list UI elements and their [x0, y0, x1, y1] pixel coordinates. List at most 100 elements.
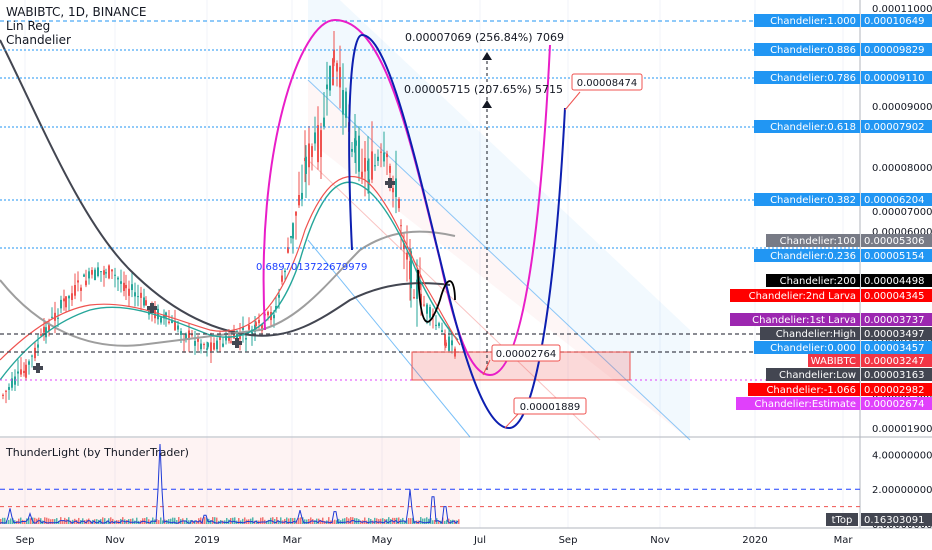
sub-line: [0, 443, 459, 525]
level-tag: Chandelier:-1.066 0.00002982: [748, 383, 932, 396]
sub-bar: [448, 518, 450, 524]
candle-body: [111, 269, 113, 272]
level-tag-label: Chandelier:0.000: [770, 343, 856, 354]
level-tag-value: 0.00009110: [864, 73, 924, 84]
sub-bar: [426, 517, 428, 524]
candle-body: [323, 117, 325, 127]
drawings: [262, 18, 581, 430]
candle-body: [65, 296, 67, 308]
price-tick: 0.00008000: [872, 163, 932, 174]
level-tag-label-bg: [808, 354, 860, 367]
sub-bar: [160, 517, 162, 524]
candle-body: [213, 342, 215, 350]
time-tick: Mar: [283, 535, 303, 546]
candle-body: [23, 370, 25, 373]
level-tag-value: 0.00003457: [864, 343, 924, 354]
sub-bar: [214, 517, 216, 524]
sub-bar: [336, 520, 338, 524]
level-tag-value-bg: [861, 341, 932, 354]
pointer-entry: [482, 359, 491, 376]
candle-body: [77, 280, 79, 283]
level-tag-label: Chandelier:0.886: [770, 45, 856, 56]
candle-body: [395, 178, 397, 197]
candle-body: [28, 361, 30, 365]
candle-body: [45, 327, 47, 338]
level-tag-label: Chandelier:0.236: [770, 251, 856, 262]
level-tag-label: Chandelier:Estimate: [755, 399, 856, 410]
candle-body: [317, 125, 319, 163]
sub-bar: [432, 520, 434, 524]
level-tag-label-bg: [766, 368, 860, 381]
candle-body: [20, 369, 22, 375]
candle-body: [261, 324, 263, 332]
candle-body: [406, 252, 408, 260]
candle-body: [333, 49, 335, 63]
candle-body: [171, 320, 173, 323]
level-tag-value-bg: [861, 368, 932, 381]
candle-body: [207, 343, 209, 347]
level-tag-value: 0.00010649: [864, 16, 924, 27]
sub-bar: [2, 517, 4, 524]
sub-bar: [170, 518, 172, 524]
candle-body: [177, 325, 179, 330]
level-tag-value: 0.00006204: [864, 195, 924, 206]
sub-bar: [56, 518, 58, 524]
sub-bar: [292, 518, 294, 524]
time-axis[interactable]: Sep Nov 2019 Mar May Jul Sep Nov 2020 Mar: [16, 535, 854, 546]
level-tag-label-bg: [760, 327, 860, 340]
level-tag: Chandelier:0.382 0.00006204: [754, 193, 932, 206]
candle-body: [248, 325, 250, 330]
candle-body: [230, 341, 232, 343]
sub-bar: [434, 519, 436, 524]
level-tag-value-bg: [861, 193, 932, 206]
level-tag-label-bg: [754, 14, 860, 27]
candle-body: [398, 199, 400, 209]
level-tag-label: Chandelier:0.618: [770, 122, 856, 133]
sub-bar: [226, 517, 228, 524]
low-box: 0.00001889: [513, 397, 587, 415]
candle-body: [380, 151, 382, 153]
level-tag-value-bg: [861, 383, 932, 396]
candle-body: [219, 335, 221, 341]
candle-body: [273, 314, 275, 319]
sub-bar: [96, 519, 98, 524]
sub-bar: [438, 520, 440, 524]
candle-body: [163, 314, 165, 319]
candle-body: [134, 292, 136, 297]
candle-body: [203, 344, 205, 346]
entry-box-text: 0.00002764: [496, 349, 556, 360]
level-tag-value-bg: [861, 120, 932, 133]
level-tag-value: 0.00003497: [864, 329, 924, 340]
sub-bar: [294, 517, 296, 524]
sub-bar: [446, 519, 448, 524]
ttop-label: tTop: [832, 515, 853, 526]
candle-body: [413, 297, 415, 299]
time-tick: May: [372, 535, 393, 546]
sub-bar: [46, 517, 48, 524]
level-tag-label-bg: [754, 249, 860, 262]
candle-body: [2, 394, 4, 396]
channel-fill: [308, 0, 690, 440]
sub-panel-title: ThunderLight (by ThunderTrader): [6, 446, 189, 459]
price-axis[interactable]: 0.000110000.000100000.000090000.00008000…: [730, 4, 932, 531]
sub-bar: [346, 517, 348, 524]
candle-body: [284, 270, 286, 273]
sub-bar: [78, 517, 80, 524]
ma-fast: [0, 181, 459, 381]
sub-bar: [290, 517, 292, 524]
level-tag-value-bg: [861, 274, 932, 287]
annotations: 0.00007069 (256.84%) 7069 0.00005715 (207…: [256, 31, 643, 415]
candle-body: [290, 235, 292, 238]
level-tag-value: 0.00005306: [864, 236, 924, 247]
level-tag: Chandelier:200 0.00004498: [766, 274, 932, 287]
sub-bar: [300, 517, 302, 524]
sub-bar: [406, 519, 408, 524]
candle-body: [389, 165, 391, 173]
candle-body: [445, 342, 447, 346]
sub-bar: [10, 518, 12, 524]
level-tag-label: Chandelier:200: [780, 276, 856, 287]
sub-bar: [242, 518, 244, 524]
candle-body: [117, 277, 119, 280]
sub-bar: [444, 520, 446, 524]
